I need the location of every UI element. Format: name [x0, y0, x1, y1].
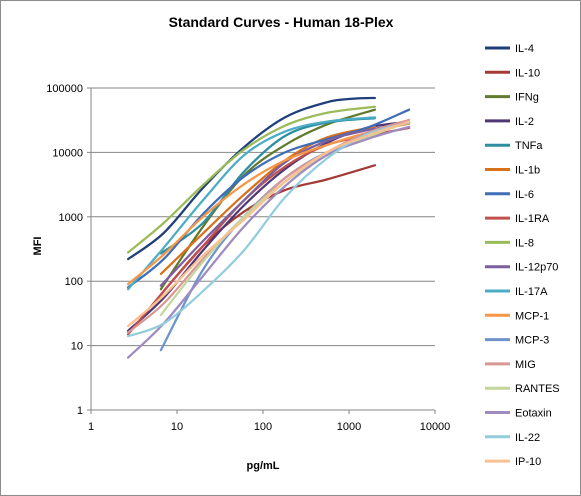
y-tick-label: 10000: [52, 147, 83, 159]
legend-item: MCP-3: [485, 335, 549, 347]
legend-item: IFNg: [485, 92, 539, 104]
legend-label: IL-1RA: [515, 213, 550, 225]
legend-label: Eotaxin: [515, 408, 552, 420]
series-line-ifng: [159, 108, 377, 291]
series-line-il-12p70: [159, 122, 411, 287]
legend-item: IL-1RA: [485, 213, 550, 225]
x-tick-label: 10: [171, 421, 183, 433]
legend-label: IFNg: [515, 92, 539, 104]
legend-label: IP-10: [515, 456, 541, 468]
legend-label: IL-4: [515, 43, 534, 55]
legend-item: MCP-1: [485, 310, 549, 322]
series-line-il-1b: [159, 125, 377, 276]
legend-item: IL-2: [485, 116, 534, 128]
x-tick-label: 1000: [337, 421, 361, 433]
legend-label: IL-6: [515, 189, 534, 201]
legend-item: IL-22: [485, 432, 540, 444]
y-tick-label: 100: [65, 276, 83, 288]
x-tick-label: 10000: [420, 421, 451, 433]
gridlines: [91, 87, 435, 347]
y-tick-label: 1: [77, 405, 83, 417]
legend-item: IL-6: [485, 189, 534, 201]
series-lines: [126, 96, 411, 359]
legend-label: IL-2: [515, 116, 534, 128]
legend-item: IL-4: [485, 43, 534, 55]
legend-label: IL-8: [515, 237, 534, 249]
legend-item: MIG: [485, 359, 536, 371]
legend-item: TNFa: [485, 140, 543, 152]
legend-item: IL-10: [485, 67, 540, 79]
legend-item: RANTES: [485, 383, 560, 395]
legend-item: IL-8: [485, 237, 534, 249]
series-line-il-4: [126, 96, 377, 261]
chart-title: Standard Curves - Human 18-Plex: [169, 14, 394, 30]
legend-label: RANTES: [515, 383, 560, 395]
series-line-il-17a: [126, 116, 377, 291]
legend-item: Eotaxin: [485, 408, 552, 420]
x-axis-title: pg/mL: [247, 460, 280, 472]
legend: IL-4 IL-10 IFNg IL-2 TNFa IL-1b IL-6 IL-1RA IL-8…: [485, 43, 560, 468]
y-tick-label: 1000: [59, 212, 83, 224]
legend-label: IL-17A: [515, 286, 548, 298]
y-tick-label: 10: [71, 341, 83, 353]
x-tick-label: 1: [88, 421, 94, 433]
legend-label: TNFa: [515, 140, 543, 152]
legend-label: IL-22: [515, 432, 540, 444]
x-tick-labels: 1 10 100 1000 10000: [88, 410, 450, 433]
x-tick-label: 100: [254, 421, 272, 433]
legend-item: IL-12p70: [485, 262, 558, 274]
legend-label: MCP-3: [515, 335, 549, 347]
legend-item: IP-10: [485, 456, 541, 468]
legend-item: IL-1b: [485, 165, 540, 177]
legend-label: IL-1b: [515, 165, 540, 177]
legend-label: MIG: [515, 359, 536, 371]
y-axis-title: MFI: [32, 237, 44, 256]
series-line-il-8: [126, 105, 377, 254]
series-line-eotaxin: [126, 125, 411, 359]
legend-item: IL-17A: [485, 286, 548, 298]
series-line-il-6: [126, 108, 411, 289]
y-tick-labels: 1 10 100 1000 10000 100000: [46, 83, 91, 417]
legend-label: IL-12p70: [515, 262, 558, 274]
y-tick-label: 100000: [46, 83, 83, 95]
series-line-ip-10: [126, 120, 411, 328]
legend-label: MCP-1: [515, 310, 549, 322]
series-line-mig: [126, 118, 411, 334]
legend-label: IL-10: [515, 67, 540, 79]
